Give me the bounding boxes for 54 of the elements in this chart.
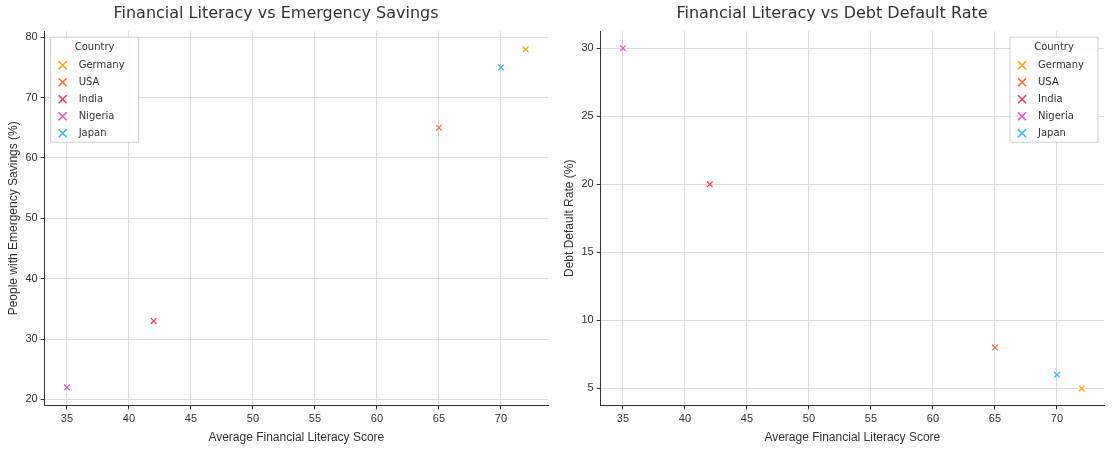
- legend-label: Germany: [1038, 58, 1085, 70]
- y-axis-title: Debt Default Rate (%): [561, 159, 576, 277]
- y-tick-label: 80: [25, 30, 38, 43]
- x-tick-label: 60: [370, 412, 384, 425]
- x-tick-label: 40: [122, 412, 136, 425]
- x-tick-label: 65: [432, 412, 446, 425]
- legend-label: Germany: [78, 58, 125, 70]
- y-tick-label: 30: [581, 41, 594, 54]
- x-tick-label: 55: [864, 412, 878, 425]
- legend-title: Country: [1034, 40, 1074, 52]
- point: [619, 44, 627, 52]
- x-tick-label: 50: [802, 412, 816, 425]
- y-tick-label: 20: [581, 177, 594, 190]
- y-tick-label: 20: [25, 392, 38, 405]
- point: [150, 317, 158, 325]
- y-tick-label: 40: [25, 271, 38, 284]
- chart-title: Financial Literacy vs Debt Default Rate: [676, 2, 988, 22]
- legend-label: Nigeria: [78, 109, 115, 121]
- legend-label: Nigeria: [1038, 109, 1074, 121]
- y-tick-label: 15: [581, 245, 594, 258]
- x-tick-label: 55: [308, 412, 322, 425]
- x-tick-label: 35: [616, 412, 630, 425]
- x-tick-label: 35: [60, 412, 74, 425]
- legend-label: Japan: [77, 126, 107, 138]
- y-tick-label: 30: [25, 332, 38, 345]
- point: [991, 344, 999, 351]
- legend-label: Japan: [1037, 126, 1066, 138]
- y-axis-title: People with Emergency Savings (%): [5, 121, 20, 316]
- x-tick-label: 65: [988, 412, 1002, 425]
- point: [1053, 371, 1061, 379]
- point: [497, 63, 505, 71]
- point: [435, 124, 443, 132]
- x-tick-label: 40: [678, 412, 692, 425]
- x-tick-label: 70: [494, 412, 508, 425]
- x-tick-label: 45: [740, 412, 754, 425]
- x-tick-label: 45: [184, 412, 198, 425]
- x-axis-title: Average Financial Literacy Score: [208, 430, 385, 445]
- legend-label: India: [78, 92, 104, 104]
- y-tick-label: 70: [25, 90, 38, 103]
- x-tick-label: 50: [246, 412, 260, 425]
- chart-title: Financial Literacy vs Emergency Savings: [113, 2, 439, 22]
- y-tick-label: 60: [25, 150, 38, 163]
- y-tick-label: 50: [25, 211, 38, 224]
- point: [63, 383, 71, 391]
- y-tick-label: 10: [581, 313, 594, 326]
- legend-label: USA: [1038, 75, 1059, 87]
- legend-title: Country: [74, 40, 115, 52]
- legend-label: India: [1038, 92, 1063, 104]
- y-tick-label: 25: [581, 109, 594, 122]
- legend-label: USA: [78, 75, 100, 87]
- x-axis-title: Average Financial Literacy Score: [764, 430, 941, 445]
- y-tick-label: 5: [587, 381, 594, 394]
- x-tick-label: 70: [1050, 412, 1064, 425]
- x-tick-label: 60: [926, 412, 940, 425]
